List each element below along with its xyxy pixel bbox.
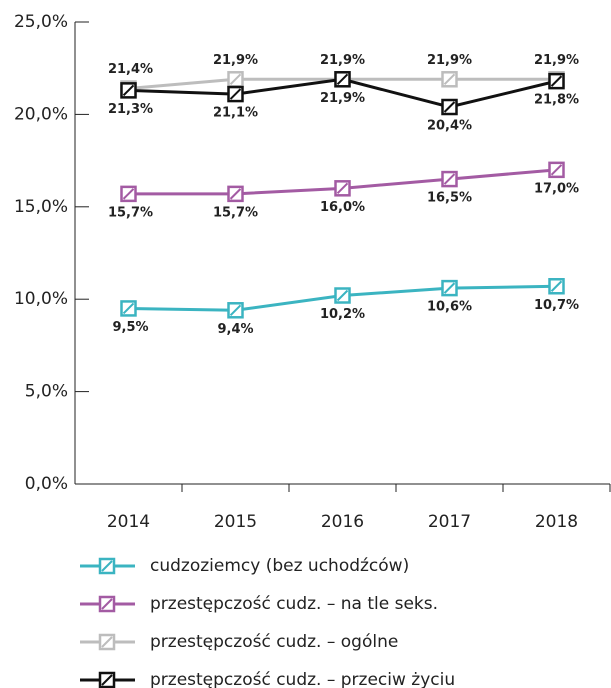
data-label: 15,7%	[213, 205, 258, 220]
legend-label: przestępczość cudz. – na tle seks.	[150, 594, 438, 614]
marker-slash	[229, 304, 242, 316]
data-label: 21,3%	[108, 102, 153, 117]
data-label: 21,9%	[427, 53, 472, 68]
marker-slash	[122, 188, 135, 200]
data-label: 20,4%	[427, 119, 472, 134]
data-label: 10,6%	[427, 300, 472, 315]
marker-slash	[229, 188, 242, 200]
data-label: 21,9%	[320, 53, 365, 68]
data-label: 21,8%	[534, 93, 579, 108]
marker-slash	[550, 280, 563, 292]
marker-slash	[550, 75, 563, 87]
marker-slash	[336, 73, 349, 85]
data-label: 16,0%	[320, 200, 365, 215]
legend-label: przestępczość cudz. – ogólne	[150, 632, 398, 652]
data-label: 15,7%	[108, 205, 153, 220]
data-label: 21,4%	[108, 62, 153, 77]
marker-slash	[229, 73, 242, 85]
marker-slash	[443, 73, 456, 85]
y-tick-label: 10,0%	[14, 289, 68, 309]
data-label: 9,5%	[112, 320, 148, 335]
data-label: 21,9%	[320, 91, 365, 106]
marker-slash	[443, 101, 456, 113]
x-tick-label: 2014	[107, 512, 150, 532]
data-label: 10,7%	[534, 298, 579, 313]
marker-slash	[229, 88, 242, 100]
marker-slash	[443, 173, 456, 185]
marker-slash	[101, 636, 113, 648]
marker-slash	[550, 164, 563, 176]
y-tick-label: 25,0%	[14, 12, 68, 32]
x-tick-label: 2017	[428, 512, 471, 532]
x-tick-label: 2015	[214, 512, 257, 532]
data-label: 21,9%	[534, 53, 579, 68]
x-tick-label: 2016	[321, 512, 364, 532]
y-tick-label: 15,0%	[14, 197, 68, 217]
marker-slash	[101, 674, 113, 686]
marker-slash	[336, 182, 349, 195]
marker-slash	[122, 84, 135, 97]
marker-slash	[336, 289, 349, 302]
y-tick-label: 0,0%	[25, 474, 68, 494]
y-tick-label: 5,0%	[25, 382, 68, 402]
marker-slash	[443, 282, 456, 294]
marker-slash	[101, 560, 113, 572]
x-tick-label: 2018	[535, 512, 578, 532]
data-label: 21,9%	[213, 53, 258, 68]
marker-slash	[122, 302, 135, 315]
data-label: 17,0%	[534, 181, 579, 196]
legend-label: przestępczość cudz. – przeciw życiu	[150, 670, 455, 688]
data-label: 9,4%	[217, 322, 253, 337]
data-label: 10,2%	[320, 307, 365, 322]
legend-label: cudzoziemcy (bez uchodźców)	[150, 556, 409, 576]
marker-slash	[101, 598, 113, 610]
data-label: 21,1%	[213, 106, 258, 121]
y-tick-label: 20,0%	[14, 104, 68, 124]
data-label: 16,5%	[427, 191, 472, 206]
